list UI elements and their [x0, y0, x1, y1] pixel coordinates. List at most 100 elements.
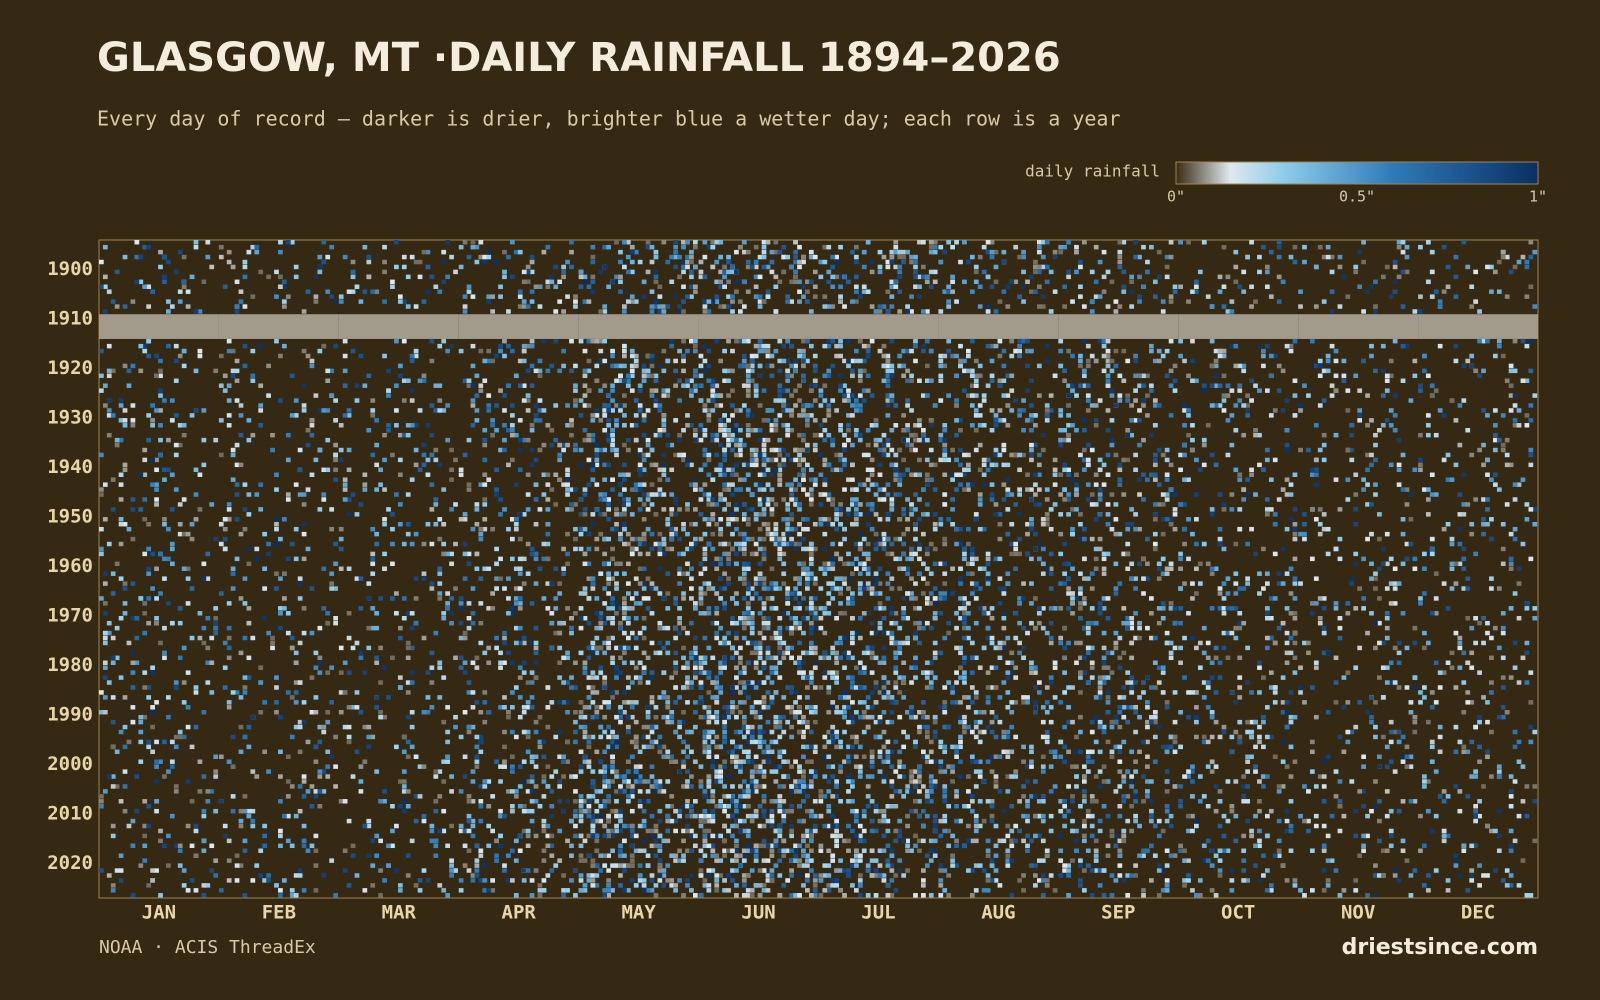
rain-day: [118, 541, 124, 547]
rain-day: [166, 259, 171, 265]
rain-day: [1264, 457, 1270, 463]
rain-day: [826, 581, 832, 586]
rain-day: [338, 294, 344, 299]
rain-day: [374, 418, 380, 423]
rain-day: [685, 240, 690, 245]
rain-day: [1021, 284, 1026, 289]
rain-day: [625, 502, 631, 507]
rain-day: [885, 403, 891, 408]
rain-day: [329, 368, 335, 374]
rain-day: [586, 338, 592, 344]
rain-day: [582, 591, 588, 596]
rain-day: [1089, 571, 1095, 576]
rain-day: [1496, 259, 1502, 265]
rain-day: [1245, 413, 1251, 418]
rain-day: [586, 561, 592, 567]
rain-day: [710, 398, 716, 403]
rain-day: [706, 418, 712, 423]
rain-day: [1105, 522, 1111, 527]
rain-day: [490, 606, 496, 611]
rain-day: [102, 274, 108, 280]
rain-day: [313, 274, 319, 280]
rain-day: [745, 507, 751, 512]
rain-day: [1044, 279, 1050, 285]
rain-day: [698, 586, 704, 591]
rain-day: [1276, 388, 1282, 393]
rain-day: [1313, 264, 1319, 270]
rain-day: [338, 566, 344, 571]
rain-day: [578, 606, 584, 611]
rain-day: [478, 240, 484, 245]
rain-day: [162, 517, 167, 522]
rain-day: [490, 591, 496, 596]
rain-day: [301, 606, 307, 611]
rain-day: [812, 477, 818, 482]
rain-day: [685, 462, 690, 468]
rain-day: [889, 507, 895, 512]
rain-day: [928, 447, 934, 453]
rain-day: [606, 497, 611, 502]
rain-day: [649, 482, 655, 487]
rain-day: [1105, 428, 1111, 433]
rain-day: [610, 601, 615, 606]
rain-day: [1508, 462, 1514, 468]
rain-day: [942, 437, 948, 443]
rain-day: [274, 571, 279, 576]
rain-day: [950, 497, 955, 502]
rain-day: [154, 502, 159, 507]
rain-day: [1145, 477, 1150, 482]
rain-day: [761, 467, 767, 473]
rain-day: [749, 536, 755, 542]
chart-title: GLASGOW, MT ·DAILY RAINFALL 1894–2026: [97, 35, 1061, 81]
rain-day: [582, 507, 588, 512]
rain-day: [710, 561, 716, 567]
rain-day: [553, 284, 559, 289]
rain-day: [1357, 408, 1363, 413]
rain-day: [510, 432, 515, 438]
rain-day: [1005, 571, 1011, 576]
rain-day: [1284, 398, 1290, 403]
rain-day: [685, 348, 690, 354]
rain-day: [985, 240, 991, 245]
rain-day: [602, 403, 608, 408]
rain-day: [673, 452, 679, 458]
rain-day: [110, 571, 116, 576]
rain-day: [901, 249, 907, 255]
rain-day: [510, 606, 515, 611]
rain-day: [793, 487, 798, 492]
rain-day: [785, 541, 791, 547]
rain-day: [781, 269, 787, 275]
rain-day: [877, 536, 883, 542]
rain-day: [924, 279, 930, 285]
rain-day: [437, 536, 443, 542]
rain-day: [586, 299, 592, 304]
rain-day: [1500, 353, 1506, 359]
rain-day: [582, 299, 588, 304]
rain-day: [1033, 269, 1038, 275]
rain-day: [797, 541, 802, 547]
rain-day: [1384, 531, 1390, 537]
rain-day: [578, 338, 584, 344]
rain-day: [881, 546, 887, 552]
rain-day: [649, 581, 655, 586]
rain-day: [1117, 249, 1123, 255]
rain-day: [1461, 363, 1467, 369]
rain-day: [482, 428, 488, 433]
rain-day: [193, 368, 199, 374]
rain-day: [598, 512, 604, 517]
rain-day: [1404, 343, 1410, 349]
rain-day: [342, 487, 348, 492]
rain-day: [797, 462, 802, 468]
rain-day: [146, 284, 152, 289]
rain-day: [842, 442, 847, 448]
rain-day: [834, 551, 840, 557]
rain-day: [905, 526, 910, 532]
rain-day: [1217, 541, 1223, 547]
rain-day: [702, 240, 708, 245]
rain-day: [805, 586, 810, 591]
rain-day: [1017, 551, 1022, 557]
rain-day: [633, 591, 639, 596]
rain-day: [162, 477, 167, 482]
rain-day: [254, 249, 260, 255]
rain-day: [1168, 566, 1174, 571]
